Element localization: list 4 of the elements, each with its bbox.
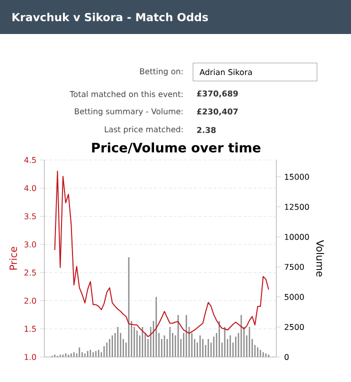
y2-axis-title: Volume (316, 240, 324, 277)
y-axis-title: Price (9, 246, 18, 270)
chart-title: Kravchuk v Sikora - Match Odds (12, 12, 208, 22)
chart-subtitle: Price/Volume over time (92, 142, 260, 154)
